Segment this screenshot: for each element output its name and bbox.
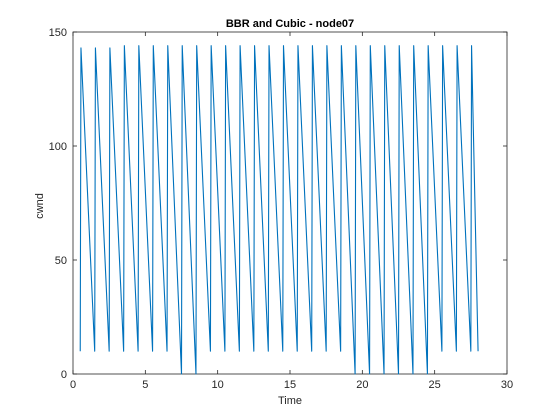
y-axis-label: cwnd <box>34 193 46 219</box>
series-layer <box>79 45 479 375</box>
y-tick-label: 0 <box>61 369 67 381</box>
x-tick-label: 20 <box>356 379 368 391</box>
plot-area <box>72 31 508 375</box>
x-tick-label: 15 <box>284 379 296 391</box>
y-tick-label: 50 <box>55 255 67 267</box>
series-line <box>79 45 479 375</box>
x-tick-label: 5 <box>142 379 148 391</box>
chart-title: BBR and Cubic - node07 <box>226 18 354 30</box>
x-axis-label: Time <box>278 395 302 407</box>
x-tick-label: 30 <box>501 379 513 391</box>
y-tick-label: 100 <box>49 141 67 153</box>
axis-layer: 0 5 10 15 20 25 30 0 50 100 150 <box>49 27 513 391</box>
x-tick-label: 0 <box>70 379 76 391</box>
x-tick-label: 25 <box>429 379 441 391</box>
x-tick-label: 10 <box>212 379 224 391</box>
y-tick-label: 150 <box>49 27 67 39</box>
